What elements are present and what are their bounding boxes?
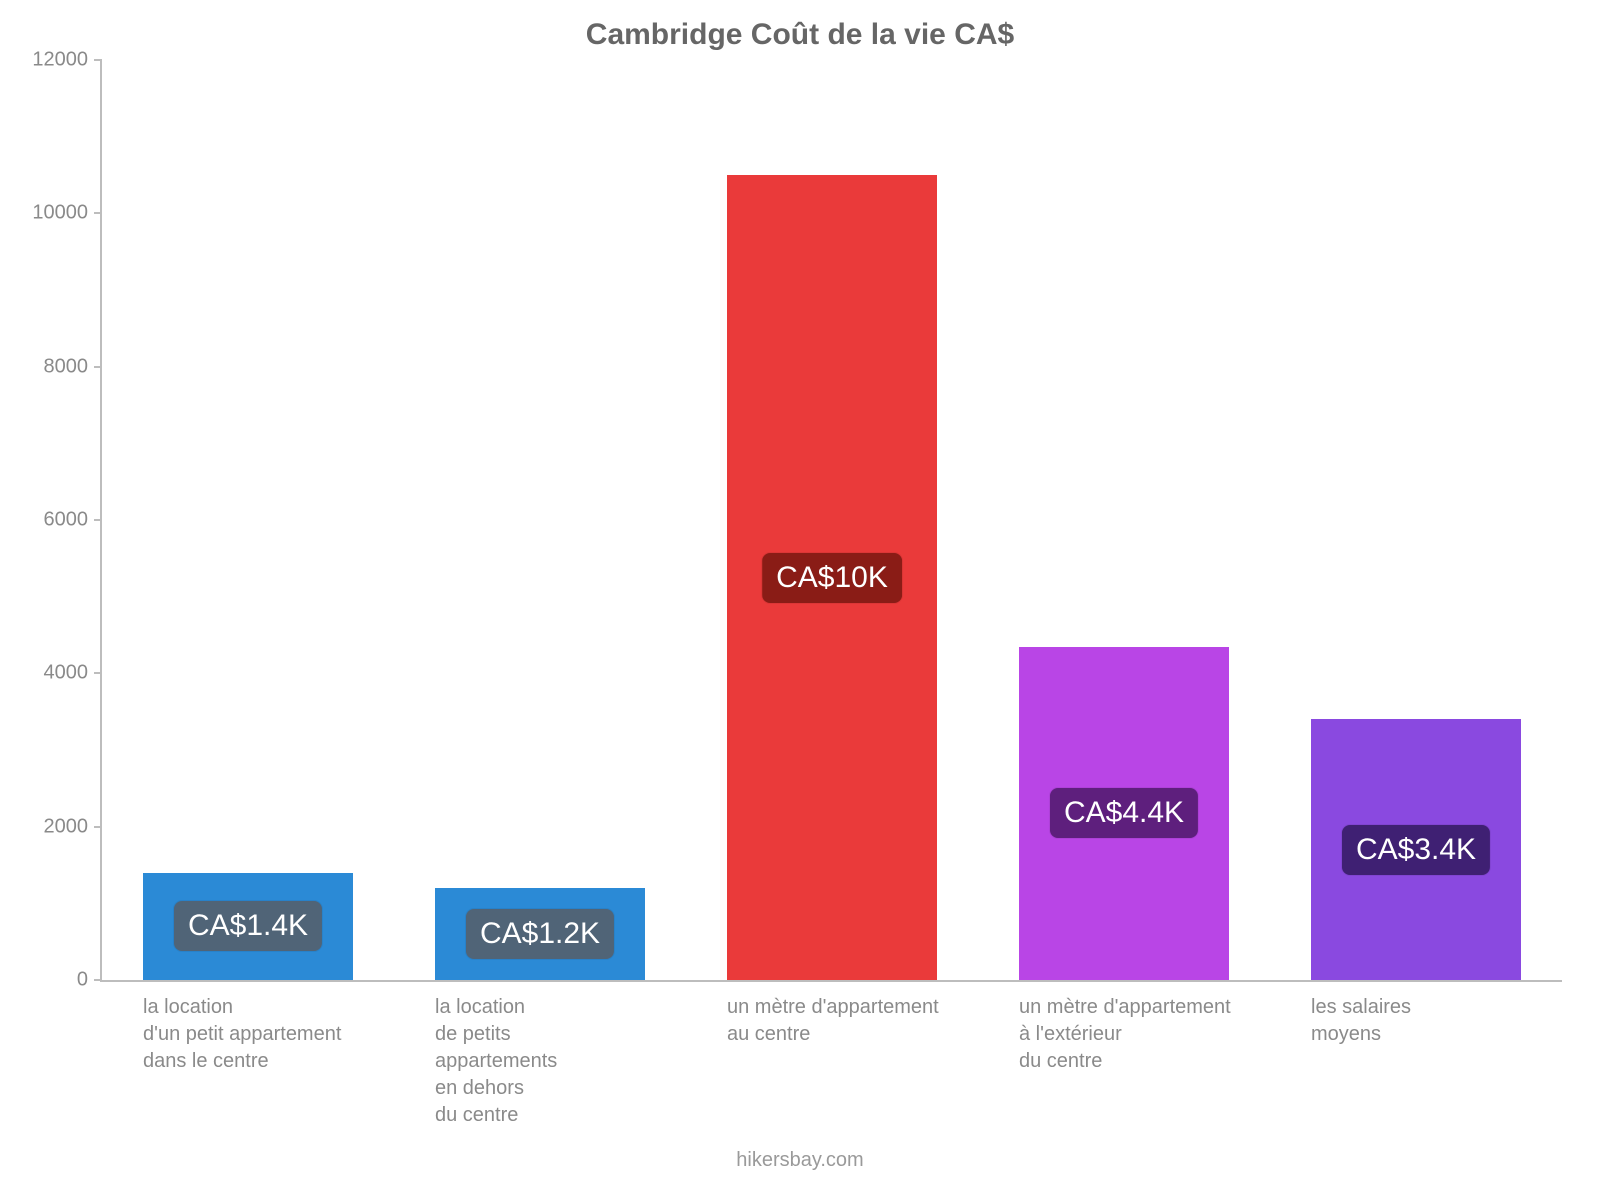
- chart-title: Cambridge Coût de la vie CA$: [0, 18, 1600, 52]
- chart-footer: hikersbay.com: [0, 1149, 1600, 1172]
- y-tick-mark: [94, 979, 102, 981]
- y-tick-mark: [94, 366, 102, 368]
- x-category-label: la location de petits appartements en de…: [435, 980, 685, 1129]
- plot-area: 020004000600080001000012000CA$1.4Kla loc…: [100, 60, 1562, 982]
- chart-container: Cambridge Coût de la vie CA$ 02000400060…: [0, 0, 1600, 1200]
- y-tick-mark: [94, 59, 102, 61]
- x-category-label: un mètre d'appartement au centre: [727, 980, 977, 1048]
- bar-value-label: CA$3.4K: [1342, 825, 1490, 875]
- y-tick-mark: [94, 212, 102, 214]
- y-tick-mark: [94, 826, 102, 828]
- x-category-label: un mètre d'appartement à l'extérieur du …: [1019, 980, 1269, 1075]
- y-tick-mark: [94, 519, 102, 521]
- y-tick-label: 10000: [32, 202, 102, 225]
- bar-value-label: CA$1.2K: [466, 909, 614, 959]
- bar-value-label: CA$10K: [762, 553, 902, 603]
- y-tick-mark: [94, 672, 102, 674]
- x-category-label: les salaires moyens: [1311, 980, 1561, 1048]
- y-tick-label: 12000: [32, 49, 102, 72]
- bar-value-label: CA$1.4K: [174, 901, 322, 951]
- x-category-label: la location d'un petit appartement dans …: [143, 980, 393, 1075]
- bar-value-label: CA$4.4K: [1050, 788, 1198, 838]
